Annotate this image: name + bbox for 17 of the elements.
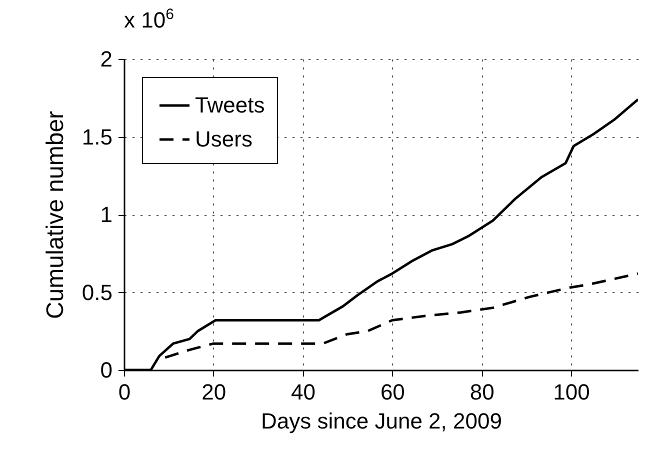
x-tick-label: 20 bbox=[202, 380, 226, 404]
x-tick-label: 0 bbox=[118, 380, 131, 404]
legend-label: Tweets bbox=[195, 92, 265, 118]
y-tick-label: 1 bbox=[100, 202, 112, 227]
line-series bbox=[164, 272, 638, 359]
x-tick-label: 100 bbox=[553, 380, 590, 404]
y-tick-label: 0 bbox=[100, 358, 112, 382]
legend-label: Users bbox=[195, 126, 252, 152]
x-tick-label: 80 bbox=[470, 380, 494, 404]
x-tick-label: 40 bbox=[291, 380, 316, 404]
x-axis-title: Days since June 2, 2009 bbox=[261, 408, 502, 434]
y-tick-label: 0.5 bbox=[82, 280, 112, 305]
x-tick-label: 60 bbox=[380, 380, 405, 404]
text: x 10$^{6}$ bbox=[124, 6, 174, 34]
y-axis-title: Cumulative number bbox=[42, 110, 69, 320]
y-tick-label: 1.5 bbox=[82, 124, 112, 150]
y-tick-label: 2 bbox=[100, 46, 112, 72]
